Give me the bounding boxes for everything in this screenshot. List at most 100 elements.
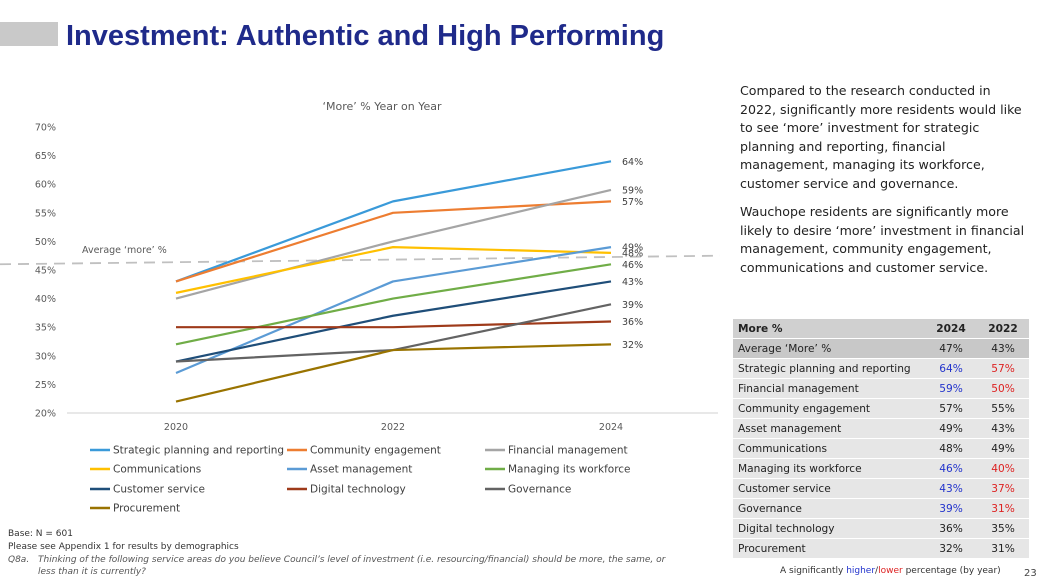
table-cell-2024: 47%	[925, 338, 977, 359]
table-row: Community engagement 57% 55%	[733, 398, 1029, 419]
end-label-governance: 39%	[622, 300, 643, 311]
series-line-managing-its-workforce	[175, 263, 612, 346]
y-tick-label-55: 55%	[35, 208, 56, 219]
page-number: 23	[1024, 568, 1037, 579]
x-tick-label-2024: 2024	[599, 422, 623, 433]
significance-prefix: A significantly	[780, 566, 847, 576]
series-line-communications	[175, 246, 612, 294]
table-cell-2022: 57%	[977, 358, 1029, 379]
footnotes: Base: N = 601 Please see Appendix 1 for …	[8, 528, 668, 579]
question-text: Thinking of the following service areas …	[38, 555, 666, 577]
end-label-asset-management: 49%	[622, 243, 643, 254]
table-row: Financial management 59% 50%	[733, 378, 1029, 399]
table-cell-2024: 64%	[925, 358, 977, 379]
commentary-paragraph-1: Compared to the research conducted in 20…	[740, 83, 1022, 191]
table-cell-label: Average ‘More’ %	[733, 338, 925, 359]
table-cell-2022: 31%	[977, 538, 1029, 559]
significance-lower: lower	[878, 566, 903, 576]
average-reference-label: Average ‘more’ %	[82, 245, 167, 256]
table-cell-2024: 43%	[925, 478, 977, 499]
table-cell-2024: 49%	[925, 418, 977, 439]
commentary-paragraph-2: Wauchope residents are significantly mor…	[740, 204, 1025, 275]
series-line-procurement	[175, 343, 612, 403]
table-cell-label: Asset management	[733, 418, 925, 439]
legend-label-procurement: Procurement	[113, 503, 180, 515]
table-cell-2022: 49%	[977, 438, 1029, 459]
legend-label-governance: Governance	[508, 484, 571, 496]
y-tick-label-50: 50%	[35, 237, 56, 248]
table-row: Digital technology 36% 35%	[733, 518, 1029, 539]
y-tick-label-65: 65%	[35, 151, 56, 162]
table-cell-2022: 43%	[977, 418, 1029, 439]
table-cell-label: Community engagement	[733, 398, 925, 419]
table-cell-2024: 32%	[925, 538, 977, 559]
table-body: Average ‘More’ % 47% 43% Strategic planning…	[733, 338, 1029, 559]
table-cell-2022: 40%	[977, 458, 1029, 479]
significance-suffix: percentage (by year)	[902, 566, 1001, 576]
table-row: Asset management 49% 43%	[733, 418, 1029, 439]
more-percent-table: More % 2024 2022 Average ‘More’ % 47% 43% S…	[733, 319, 1029, 559]
question-label: Q8a.	[8, 555, 30, 565]
end-label-managing-its-workforce: 46%	[622, 260, 643, 271]
table-cell-label: Communications	[733, 438, 925, 459]
table-cell-2022: 43%	[977, 338, 1029, 359]
series-line-customer-service	[175, 280, 612, 363]
end-label-financial-management: 59%	[622, 185, 643, 196]
y-tick-label-60: 60%	[35, 180, 56, 191]
x-axis-ticks: 2020 2022 2024	[164, 422, 623, 433]
table-cell-2022: 35%	[977, 518, 1029, 539]
table-row: Communications 48% 49%	[733, 438, 1029, 459]
series-line-governance	[175, 303, 612, 363]
appendix-note: Please see Appendix 1 for results by dem…	[8, 542, 239, 552]
table-cell-2024: 59%	[925, 378, 977, 399]
y-tick-label-20: 20%	[35, 409, 56, 420]
y-tick-label-35: 35%	[35, 323, 56, 334]
table-cell-label: Managing its workforce	[733, 458, 925, 479]
commentary: Compared to the research conducted in 20…	[740, 82, 1030, 287]
x-tick-label-2020: 2020	[164, 422, 188, 433]
table-header-2022: 2022	[977, 319, 1029, 339]
legend-label-community-engagement: Community engagement	[310, 445, 441, 457]
header-tab-mark	[0, 22, 58, 46]
table-cell-2022: 55%	[977, 398, 1029, 419]
series-line-asset-management	[175, 246, 612, 374]
end-label-communications: 48%	[622, 249, 643, 260]
legend-label-customer-service: Customer service	[113, 484, 205, 496]
table-row: Governance 39% 31%	[733, 498, 1029, 519]
significance-note: A significantly higher/lower percentage …	[780, 566, 1001, 576]
line-chart: ‘More’ % Year on Year 20% 25% 30% 35% 40% 45%…	[0, 100, 721, 515]
base-note: Base: N = 601	[8, 529, 73, 539]
table-cell-2024: 57%	[925, 398, 977, 419]
table-cell-label: Strategic planning and reporting	[733, 358, 925, 379]
end-label-digital-technology: 36%	[622, 317, 643, 328]
table-cell-label: Procurement	[733, 538, 925, 559]
legend-label-strategic-planning-and-reporting: Strategic planning and reporting	[113, 445, 284, 457]
y-tick-label-25: 25%	[35, 380, 56, 391]
average-reference-line	[0, 254, 721, 266]
end-label-strategic-planning-and-reporting: 64%	[622, 157, 643, 168]
legend-label-financial-management: Financial management	[508, 445, 628, 457]
table-header-row: More % 2024 2022	[733, 319, 1029, 339]
legend-label-digital-technology: Digital technology	[310, 484, 406, 496]
table-cell-2024: 46%	[925, 458, 977, 479]
page-title: Investment: Authentic and High Performin…	[66, 20, 665, 52]
table-cell-label: Digital technology	[733, 518, 925, 539]
table-cell-2022: 31%	[977, 498, 1029, 519]
end-label-procurement: 32%	[622, 340, 643, 351]
table-header-label: More %	[733, 319, 925, 339]
table-row: Average ‘More’ % 47% 43%	[733, 338, 1029, 359]
table-cell-2024: 48%	[925, 438, 977, 459]
table-row: Managing its workforce 46% 40%	[733, 458, 1029, 479]
chart-legend: Strategic planning and reporting Communit…	[90, 445, 631, 515]
table-row: Customer service 43% 37%	[733, 478, 1029, 499]
legend-label-communications: Communications	[113, 464, 201, 476]
series-end-labels: 64% 57%59% 48%49% 46% 43% 36% 39% 32%	[622, 157, 643, 351]
table-row: Strategic planning and reporting 64% 57%	[733, 358, 1029, 379]
end-label-customer-service: 43%	[622, 277, 643, 288]
table-cell-2024: 39%	[925, 498, 977, 519]
series-line-community-engagement	[175, 200, 612, 283]
table-cell-2024: 36%	[925, 518, 977, 539]
table-header-2024: 2024	[925, 319, 977, 339]
table-cell-label: Customer service	[733, 478, 925, 499]
significance-slash: /	[875, 566, 879, 576]
